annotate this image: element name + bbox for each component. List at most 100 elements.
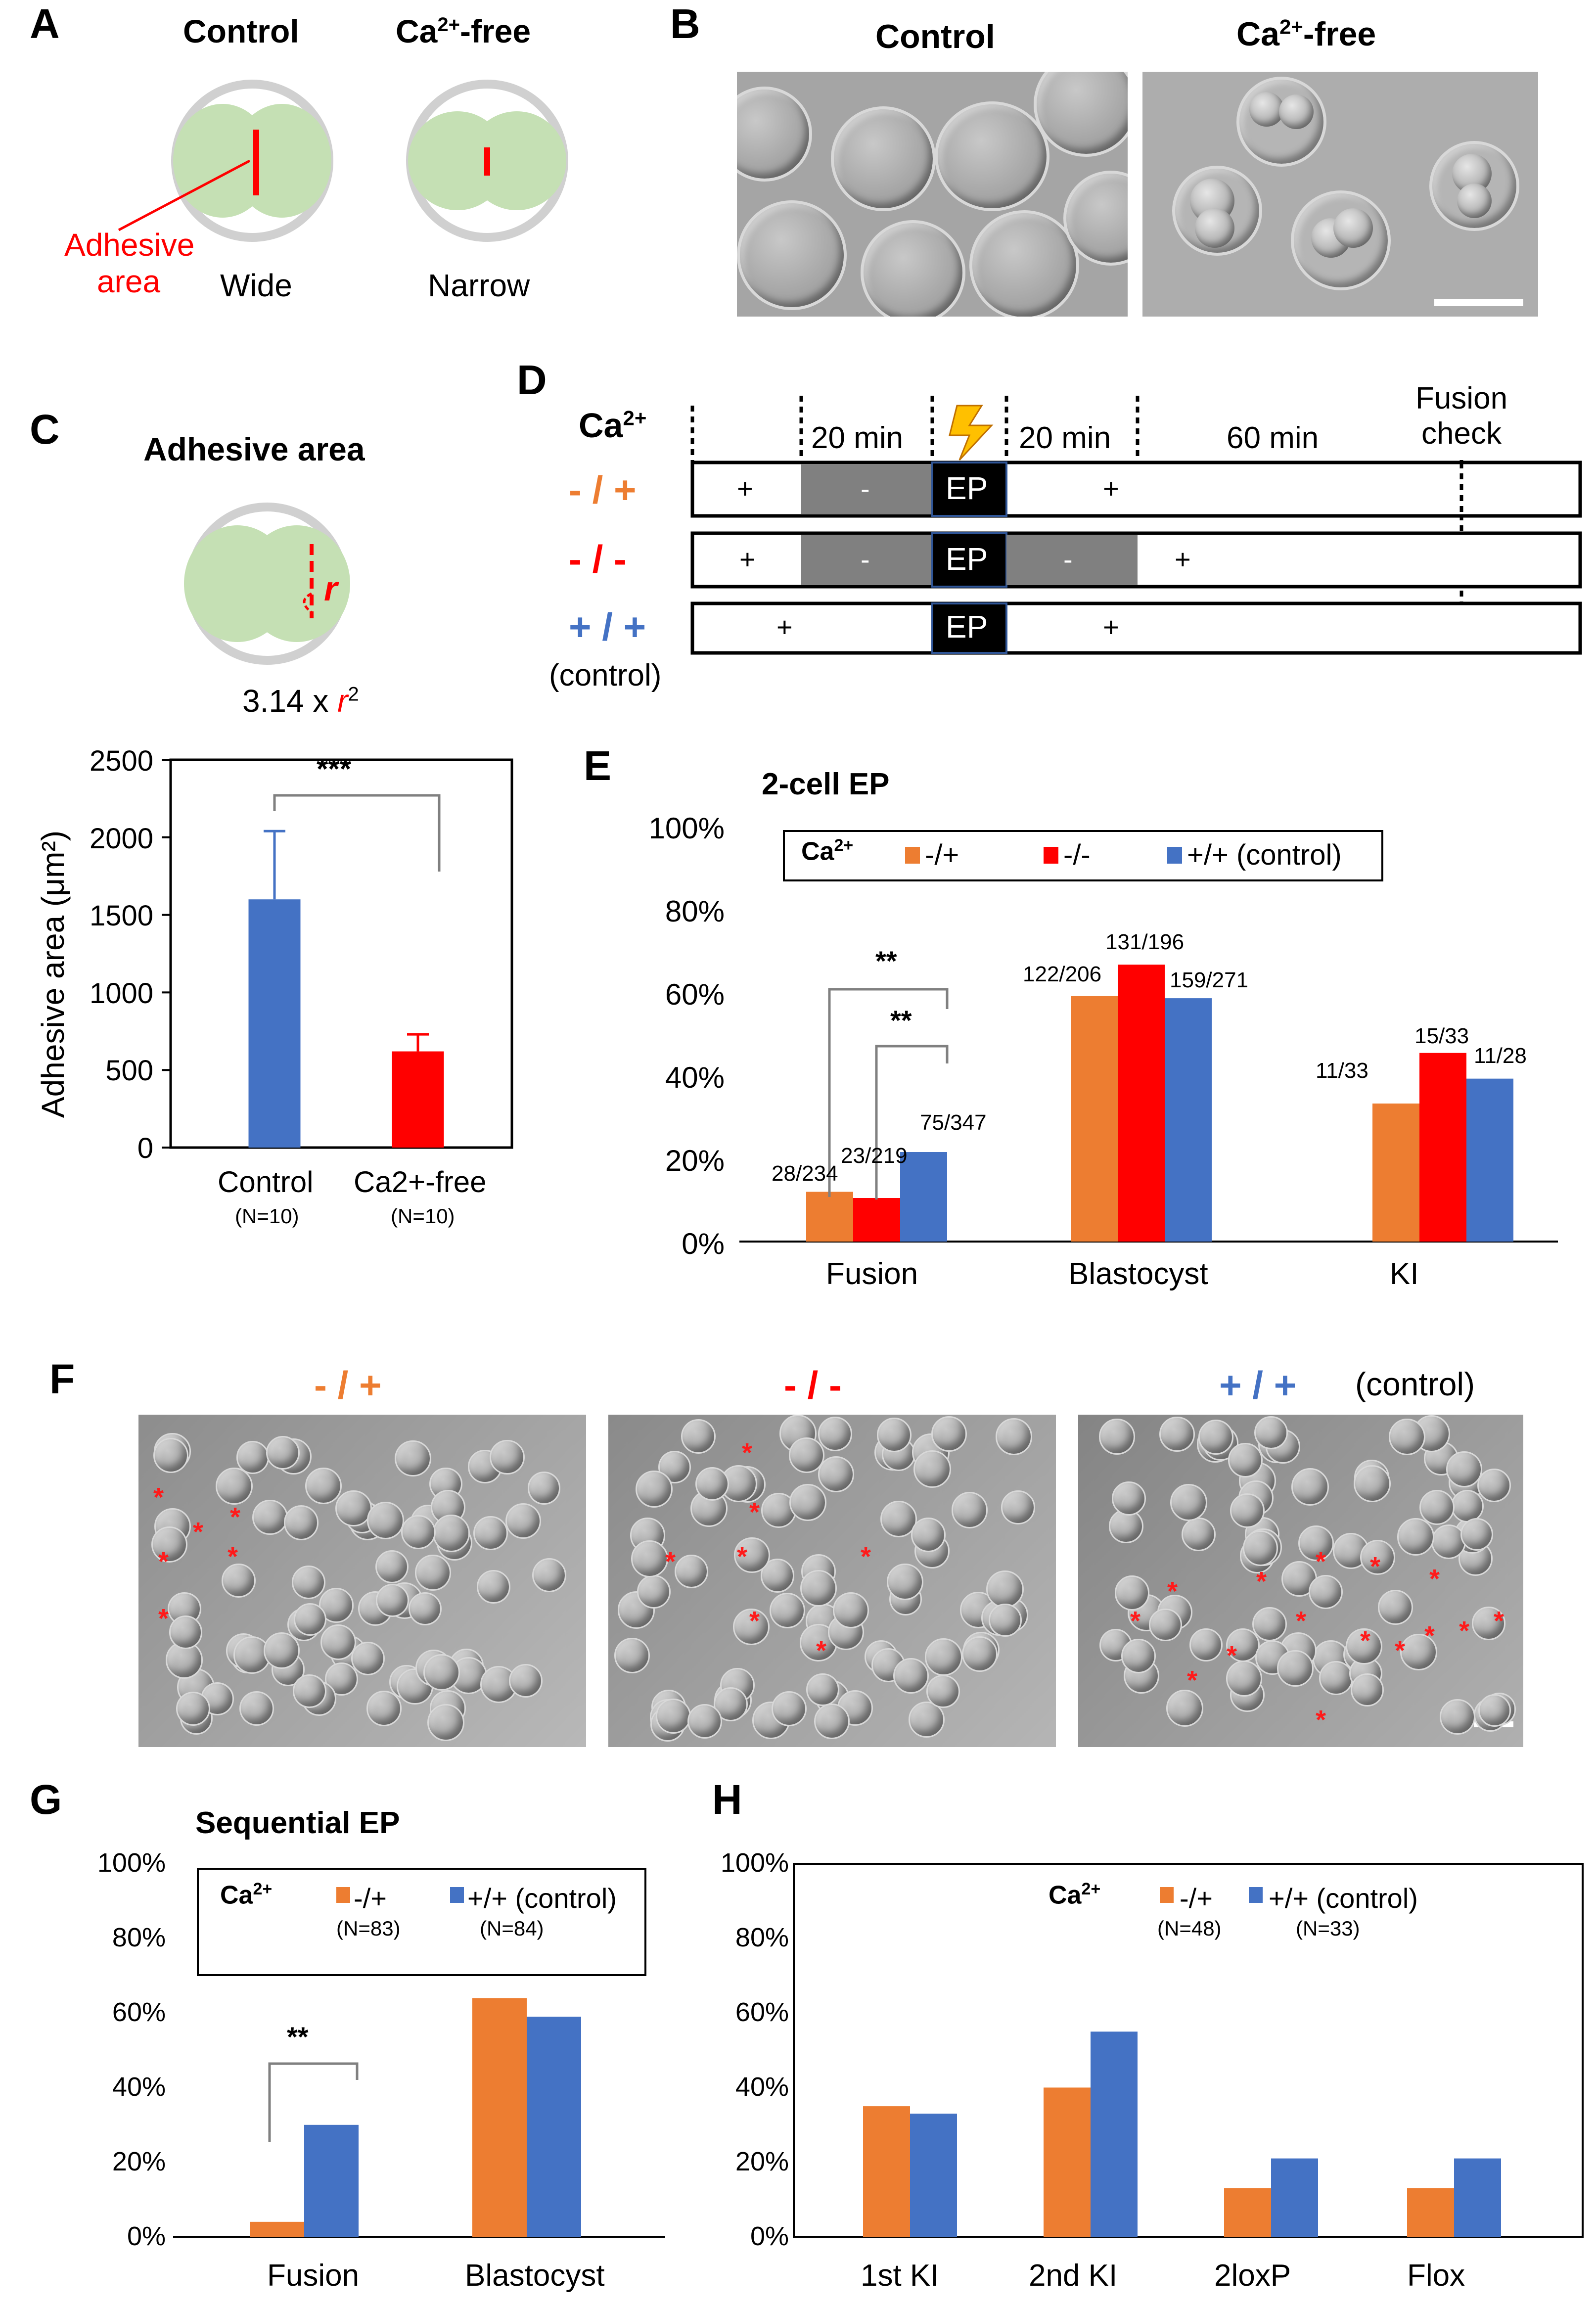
embryo [931, 1416, 967, 1452]
embryo [675, 1555, 709, 1589]
embryo [800, 1570, 837, 1607]
panel-label-d: D [517, 357, 547, 403]
embryo [151, 1526, 188, 1563]
embryo [320, 1624, 357, 1660]
embryo [909, 1702, 945, 1738]
bar-+/+ (control)-Flox [1454, 2158, 1501, 2237]
photo-minus-plus: * * * * * * [138, 1415, 586, 1747]
ytick: 20% [735, 2147, 789, 2176]
embryo [1226, 1660, 1262, 1697]
panel-a-cafree-title: Ca2+-free [396, 13, 531, 49]
time-60min: 60 min [1227, 421, 1319, 455]
embryo [477, 1570, 511, 1604]
panel-c-title: Adhesive area [143, 431, 365, 467]
embryo [996, 1418, 1033, 1455]
panel-label-c: C [30, 406, 60, 453]
embryo [818, 1417, 852, 1451]
bar--/+-Fusion [806, 1192, 853, 1242]
bar--/--Blastocyst [1118, 965, 1165, 1242]
row2-cell-plus: + [739, 544, 756, 575]
embryo [732, 1608, 770, 1646]
bar--/+-Blastocyst [472, 1998, 527, 2237]
narrow-label: Narrow [428, 268, 530, 303]
embryo [614, 1638, 650, 1673]
bar-0 [248, 899, 301, 1148]
embryo [986, 1570, 1024, 1608]
f-label-minus-minus: - / - [784, 1363, 842, 1407]
ytick: 40% [665, 1061, 725, 1094]
embryo [789, 1437, 825, 1473]
embryo [951, 1492, 988, 1528]
embryo [1149, 1609, 1182, 1642]
fused-embryo-marker: * [158, 1604, 169, 1633]
fused-embryo-marker: * [1395, 1636, 1406, 1665]
n-label-control: (N=10) [235, 1204, 299, 1228]
h-n-control: (N=33) [1296, 1917, 1360, 1940]
sig-bracket-inner [875, 1045, 949, 1199]
xtick-ki: KI [1390, 1257, 1419, 1291]
ytick: 80% [665, 895, 725, 928]
scale-bar [1434, 299, 1523, 306]
panel-g-title: Sequential EP [195, 1806, 400, 1840]
bar-1 [392, 1051, 444, 1148]
f-label-plus-plus: + / + [1219, 1363, 1297, 1407]
embryo [366, 1691, 402, 1726]
panel-g-legend-ca: Ca2+ [220, 1880, 273, 1910]
embryo [1377, 1589, 1413, 1625]
fused-embryo-marker: * [1370, 1552, 1381, 1581]
embryo [376, 1584, 410, 1617]
embryo [1252, 1607, 1287, 1642]
row1-cell-plus-after: + [1103, 473, 1119, 504]
g-legend-minus-plus: -/+ [354, 1883, 387, 1914]
embryo [1254, 1416, 1288, 1450]
embryo [1291, 1468, 1329, 1506]
embryo [266, 1435, 300, 1470]
legend-swatch-1 [450, 1887, 464, 1903]
ytick: 0% [750, 2221, 789, 2251]
embryo [473, 1516, 508, 1551]
fused-embryo-marker: * [1494, 1606, 1505, 1636]
legend-swatch-0 [1160, 1887, 1174, 1903]
embryo [216, 1467, 253, 1505]
f-control-note: (control) [1355, 1366, 1475, 1402]
panel-b-cafree-title: Ca2+-free [1236, 15, 1376, 53]
row-label-minus-minus: - / - [569, 537, 627, 581]
embryo [490, 1439, 525, 1475]
embryo [1419, 1490, 1455, 1525]
embryo [789, 1484, 827, 1521]
fused-embryo-marker: * [749, 1497, 760, 1527]
embryo [1172, 166, 1262, 256]
fused-embryo-marker: * [158, 1547, 169, 1576]
embryo [877, 1418, 912, 1452]
g-n-control: (N=84) [480, 1917, 544, 1940]
ytick: 20% [665, 1144, 725, 1177]
significance-stars: *** [317, 752, 352, 785]
ytick: 100% [720, 1848, 789, 1878]
row-label-minus-plus: - / + [569, 468, 637, 511]
h-xtick-1stki: 1st KI [861, 2259, 939, 2293]
plot-frame [169, 758, 513, 1149]
embryo [969, 210, 1079, 317]
ytick: 80% [112, 1923, 166, 1952]
h-xtick-2loxp: 2loxP [1214, 2259, 1291, 2293]
embryo [1166, 1690, 1204, 1727]
legend-minus-plus: -/+ [925, 839, 959, 871]
bar-+/+ (control)-Blastocyst [527, 2017, 581, 2237]
ep-label-row2: EP [946, 541, 988, 577]
embryo [833, 1592, 869, 1628]
embryo [1460, 1518, 1494, 1551]
legend-box [197, 1868, 646, 1976]
fused-embryo-marker: * [1424, 1621, 1435, 1651]
embryo [681, 1419, 716, 1454]
fused-embryo-marker: * [153, 1482, 164, 1512]
embryo [635, 1471, 673, 1508]
bar--/+-2loxP [1224, 2188, 1271, 2237]
embryo [1198, 1420, 1234, 1455]
embryo [770, 1592, 806, 1628]
bar-+/+ (control)-2loxP [1271, 2158, 1318, 2237]
row2-cell-minus: - [861, 544, 870, 575]
embryo [1121, 1639, 1156, 1673]
embryo [395, 1440, 431, 1477]
panel-e-title: 2-cell EP [762, 767, 890, 801]
